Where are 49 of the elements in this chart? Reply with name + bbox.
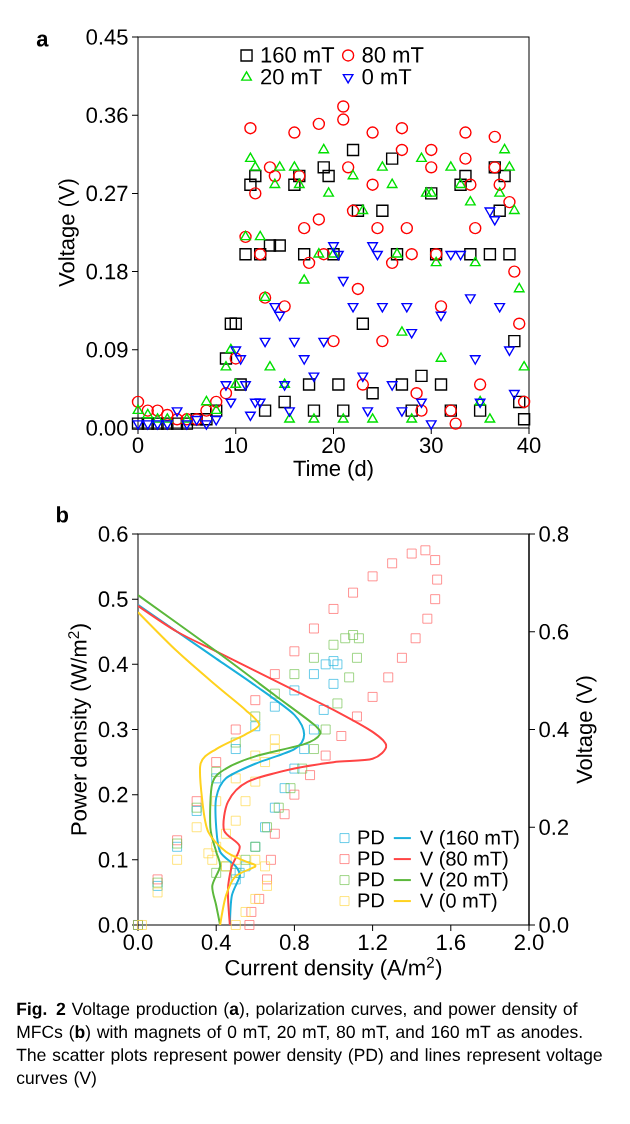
y2-tick-label: 0.2 <box>539 819 569 836</box>
x-tick-label: 0 <box>132 437 144 454</box>
y-tick-label: 0.45 <box>86 29 128 45</box>
y-tick-label: 0.09 <box>86 342 128 358</box>
y-tick-label: 0.1 <box>98 852 128 868</box>
x-tick-label: 1.6 <box>437 934 466 951</box>
x-tick-label: 20 <box>322 437 345 454</box>
x-tick-label: 40 <box>517 437 541 454</box>
chart-title: b <box>56 506 69 523</box>
y2-tick-label: 0.0 <box>539 917 569 933</box>
chart-title: a <box>36 34 49 47</box>
x-tick-label: 0.8 <box>279 934 309 951</box>
y-tick-label: 0.27 <box>86 185 128 202</box>
y2-tick-label: 0.6 <box>539 623 569 640</box>
y-tick-label: 0.3 <box>98 721 128 738</box>
legend-label: PD <box>358 830 384 845</box>
legend-label: V (0 mT) <box>419 893 497 912</box>
legend-label: V (20 mT) <box>419 872 508 891</box>
text: Fig. 2 Voltage production (a), polarization curves, and power density of MFCs (b) with magnets of 0 mT, 20 mT, 80 mT, and 160 mT as anodes. The scatter plots represent power density (PD) and lines represent voltage curves (V) <box>16 1002 602 1088</box>
legend-label: V (160 mT) <box>419 830 519 849</box>
legend-label: 0 mT <box>362 68 412 85</box>
x-tick-label: 30 <box>419 437 443 454</box>
y-tick-label: 0.6 <box>98 526 128 542</box>
x-tick-label: 2.0 <box>514 934 544 951</box>
legend-label: 80 mT <box>362 47 424 63</box>
x-axis-title: Current density (A/m$^{2}$) <box>225 956 442 980</box>
legend-label: V (80 mT) <box>419 851 508 870</box>
legend-label: PD <box>358 893 384 908</box>
y-tick-label: 0.5 <box>98 591 128 607</box>
y-tick-label: 0.4 <box>98 656 128 673</box>
legend-label: PD <box>358 851 384 866</box>
y2-tick-label: 0.4 <box>539 721 569 738</box>
legend-label: 20 mT <box>261 68 322 85</box>
x-tick-label: 10 <box>225 437 248 454</box>
y-tick-label: 0.0 <box>98 917 128 933</box>
y-axis-title: Voltage (V) <box>58 179 79 287</box>
legend-label: 160 mT <box>261 47 335 63</box>
y-tick-label: 0.2 <box>98 786 128 803</box>
y2-axis-title: Voltage (V) <box>575 676 597 784</box>
y-tick-label: 0.36 <box>86 107 128 123</box>
y-axis-title: Power density (W/m$^{2}$) <box>68 624 92 835</box>
x-tick-label: 0.0 <box>123 934 153 951</box>
y2-tick-label: 0.8 <box>539 526 569 542</box>
y-tick-label: 0.00 <box>86 420 128 436</box>
legend-label: PD <box>358 872 384 887</box>
x-axis-title: Time (d) <box>293 459 373 481</box>
x-tick-label: 1.2 <box>358 934 387 950</box>
y-tick-label: 0.18 <box>86 263 128 280</box>
x-tick-label: 0.4 <box>201 934 231 951</box>
